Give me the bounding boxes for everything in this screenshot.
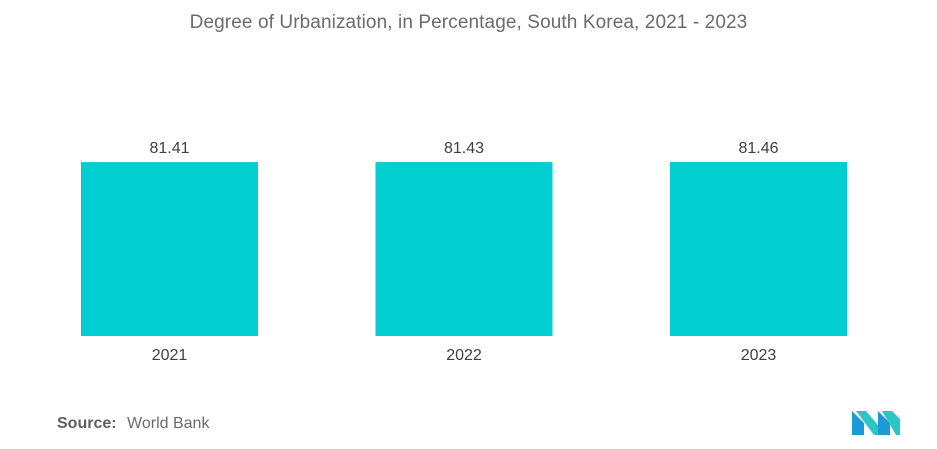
mordor-intelligence-logo-icon: [852, 411, 900, 435]
source-note: Source: World Bank: [57, 415, 209, 433]
source-text: World Bank: [127, 415, 210, 432]
value-label-2022: 81.43: [444, 140, 484, 157]
category-label-2023: 2023: [741, 347, 777, 364]
value-label-2023: 81.46: [738, 140, 778, 157]
chart-title: Degree of Urbanization, in Percentage, S…: [189, 12, 748, 33]
bar-2021: [81, 162, 258, 336]
bar-2023: [670, 162, 847, 336]
value-label-2021: 81.41: [149, 140, 189, 157]
bar-2022: [375, 162, 553, 336]
source-label: Source:: [57, 415, 117, 432]
category-label-2021: 2021: [152, 347, 188, 364]
category-label-2022: 2022: [446, 347, 482, 364]
